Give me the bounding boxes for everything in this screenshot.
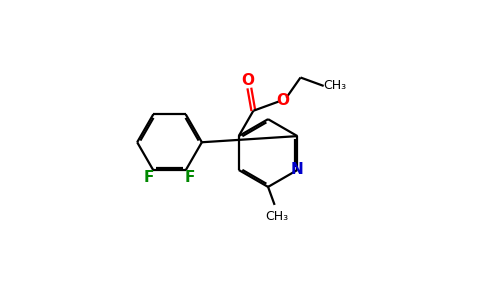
Text: F: F: [185, 170, 196, 185]
Text: O: O: [242, 73, 254, 88]
Text: F: F: [144, 170, 154, 185]
Text: O: O: [276, 93, 289, 108]
Text: CH₃: CH₃: [265, 210, 288, 223]
Text: CH₃: CH₃: [323, 79, 346, 92]
Text: N: N: [291, 163, 304, 178]
